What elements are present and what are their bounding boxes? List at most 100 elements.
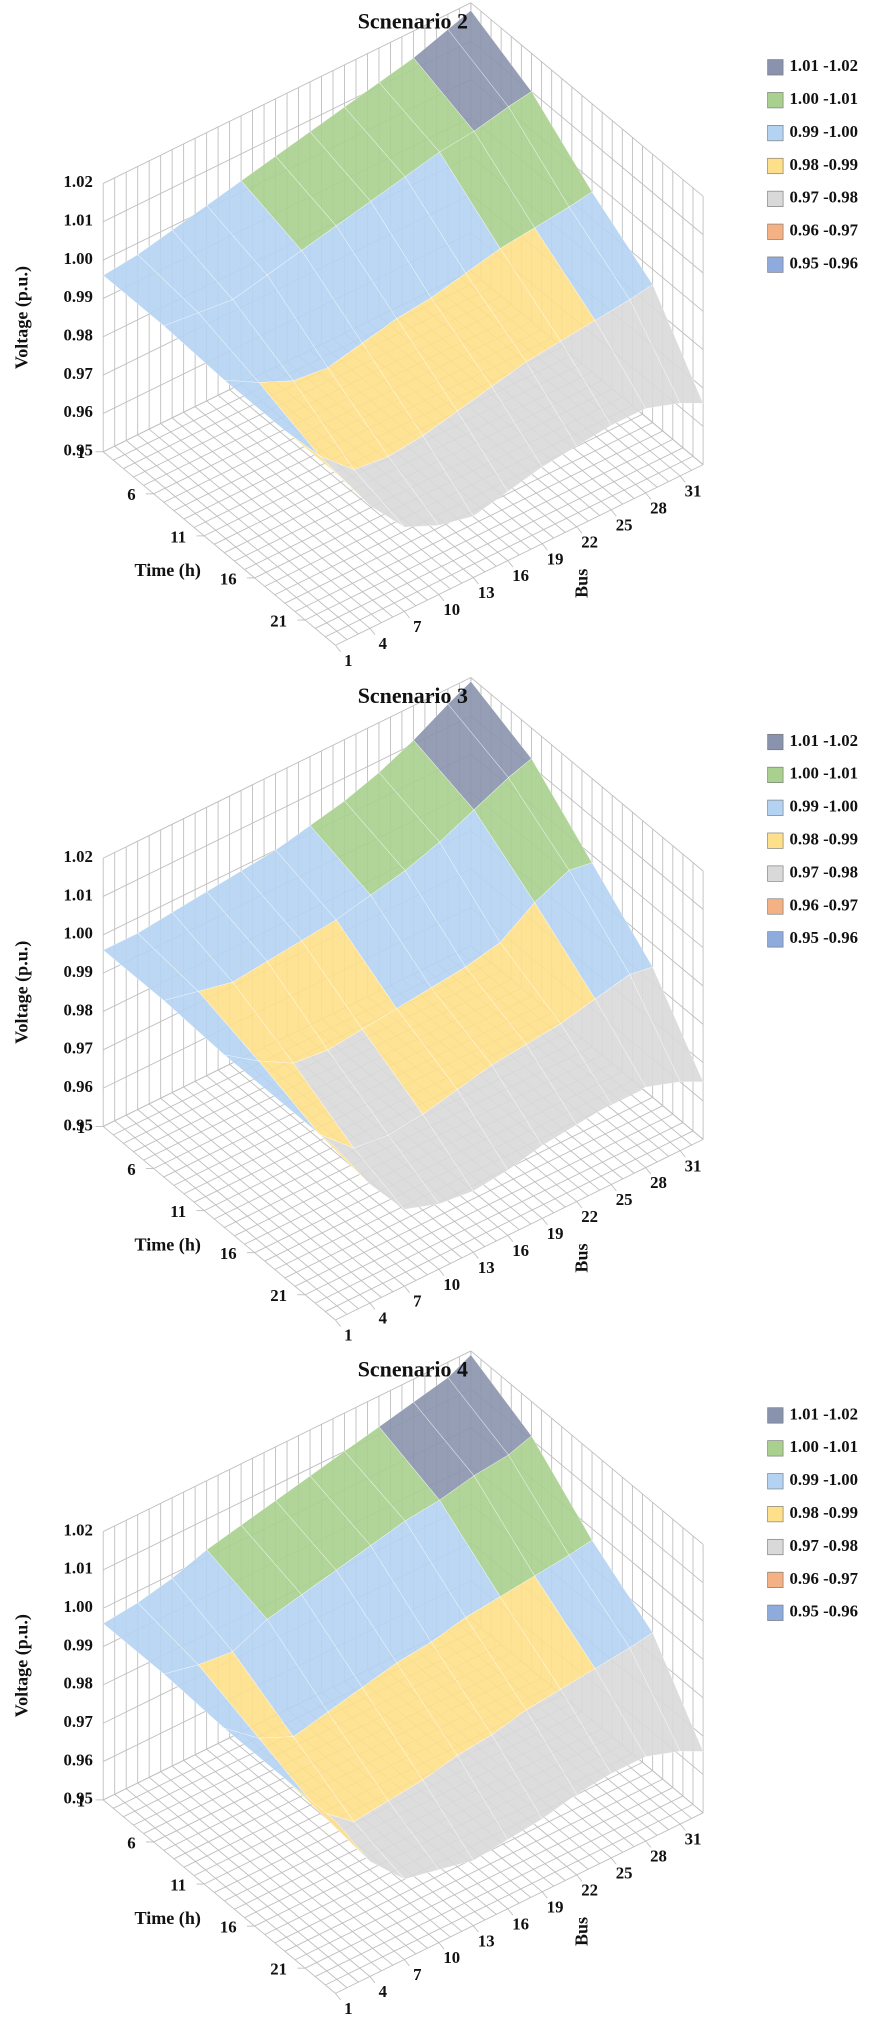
legend-label: 0.99 -1.00 xyxy=(790,1470,858,1489)
legend-label: 0.95 -0.96 xyxy=(790,1602,858,1621)
floor-grid xyxy=(315,447,684,629)
x-tick-label: 25 xyxy=(616,515,633,534)
y-tick-label: 1 xyxy=(77,1118,85,1137)
x-tick-mark xyxy=(438,1268,445,1276)
floor-grid xyxy=(137,1782,371,1977)
z-tick-label: 0.95 xyxy=(64,441,93,460)
legend-swatch xyxy=(767,865,784,882)
legend-swatch xyxy=(767,157,784,175)
floor-grid xyxy=(206,1748,440,1943)
floor-grid xyxy=(160,1097,394,1293)
x-tick-label: 19 xyxy=(547,549,564,568)
legend-swatch xyxy=(767,125,784,142)
x-tick-mark xyxy=(576,1201,583,1209)
floor-grid xyxy=(137,434,371,629)
floor-grid xyxy=(294,430,663,613)
y-tick-label: 16 xyxy=(220,1244,237,1263)
floor-grid xyxy=(335,1138,704,1321)
floor-grid xyxy=(137,1109,371,1304)
legend-label: 1.00 -1.01 xyxy=(790,1437,858,1456)
z-tick-label: 0.95 xyxy=(64,1789,93,1808)
x-tick-label: 1 xyxy=(344,651,352,670)
y-tick-label: 1 xyxy=(77,443,85,462)
y-tick-label: 16 xyxy=(220,1918,237,1937)
x-tick-mark xyxy=(610,1857,617,1865)
z-tick-label: 0.98 xyxy=(64,1674,93,1693)
chart-panel: 0.950.960.970.980.991.001.011.0216111621… xyxy=(11,1350,858,2018)
z-grid-line xyxy=(103,2,472,184)
z-axis-label: Voltage (p.u.) xyxy=(11,1614,32,1717)
x-tick-mark xyxy=(610,509,617,517)
z-grid-line xyxy=(103,1350,472,1532)
x-tick-label: 4 xyxy=(379,1982,388,2001)
floor-grid xyxy=(102,451,336,646)
floor-grid xyxy=(217,394,451,590)
legend-swatch xyxy=(767,1506,784,1523)
floor-grid xyxy=(125,1788,359,1983)
x-tick-mark xyxy=(541,1218,548,1226)
x-tick-mark xyxy=(541,1891,548,1899)
legend-label: 1.01 -1.02 xyxy=(790,1404,858,1423)
floor-grid xyxy=(206,1075,440,1270)
z-grid-line xyxy=(103,677,472,859)
y-tick-label: 21 xyxy=(270,1286,287,1305)
floor-grid xyxy=(102,1126,336,1321)
x-tick-label: 13 xyxy=(478,1931,495,1950)
x-tick-mark xyxy=(645,492,652,500)
floor-grid xyxy=(183,411,417,607)
x-tick-mark xyxy=(369,1976,376,1984)
z-tick-label: 1.01 xyxy=(64,885,93,904)
z-tick-label: 0.98 xyxy=(64,1000,93,1019)
y-axis-label: Time (h) xyxy=(135,560,201,581)
y-tick-label: 6 xyxy=(127,485,135,504)
x-tick-label: 28 xyxy=(650,498,667,517)
legend-swatch xyxy=(767,832,784,849)
x-tick-mark xyxy=(645,1840,652,1848)
legend-label: 1.00 -1.01 xyxy=(790,764,858,783)
x-tick-label: 1 xyxy=(344,1999,352,2018)
floor-grid xyxy=(125,1114,359,1310)
x-axis-label: Bus xyxy=(571,569,591,598)
floor-grid xyxy=(160,1771,394,1966)
z-axis-label: Voltage (p.u.) xyxy=(11,266,32,369)
legend-label: 0.97 -0.98 xyxy=(790,188,858,207)
legend-swatch xyxy=(767,1407,784,1424)
x-tick-mark xyxy=(679,475,686,483)
x-tick-label: 7 xyxy=(413,1292,421,1311)
chart-title: Scnenario 2 xyxy=(358,8,468,33)
x-tick-label: 7 xyxy=(413,1965,421,1984)
floor-grid xyxy=(194,406,428,601)
z-tick-label: 1.02 xyxy=(64,172,93,191)
z-tick-label: 0.98 xyxy=(64,326,93,345)
z-grid-line xyxy=(470,2,704,197)
x-tick-label: 22 xyxy=(581,532,598,551)
floor-grid xyxy=(148,1776,382,1972)
x-tick-mark xyxy=(679,1150,686,1158)
z-tick-label: 1.02 xyxy=(64,1520,93,1539)
y-tick-label: 6 xyxy=(127,1160,135,1179)
floor-grid xyxy=(171,1092,405,1287)
legend-label: 0.98 -0.99 xyxy=(790,155,858,174)
x-tick-label: 13 xyxy=(478,583,495,602)
floor-grid xyxy=(160,423,394,618)
y-tick-label: 11 xyxy=(170,1202,186,1221)
x-tick-label: 19 xyxy=(547,1897,564,1916)
legend-label: 0.98 -0.99 xyxy=(790,830,858,849)
legend-swatch xyxy=(767,190,784,207)
x-tick-mark xyxy=(645,1167,652,1175)
floor-grid xyxy=(294,1105,663,1287)
chart-panel: 0.950.960.970.980.991.001.011.0216111621… xyxy=(11,677,858,1345)
floor-grid xyxy=(114,1793,348,1989)
x-axis-label: Bus xyxy=(571,1243,591,1272)
y-tick-label: 6 xyxy=(127,1833,135,1852)
floor-grid xyxy=(125,440,359,635)
x-tick-mark xyxy=(335,1993,341,2001)
chart-title: Scnenario 3 xyxy=(358,683,468,708)
floor-grid xyxy=(315,1122,684,1304)
z-tick-label: 0.99 xyxy=(64,1635,93,1654)
z-tick-label: 1.00 xyxy=(64,249,93,268)
x-tick-mark xyxy=(507,1235,514,1243)
z-tick-label: 1.00 xyxy=(64,924,93,943)
legend-swatch xyxy=(767,898,784,915)
legend-label: 0.97 -0.98 xyxy=(790,862,858,881)
